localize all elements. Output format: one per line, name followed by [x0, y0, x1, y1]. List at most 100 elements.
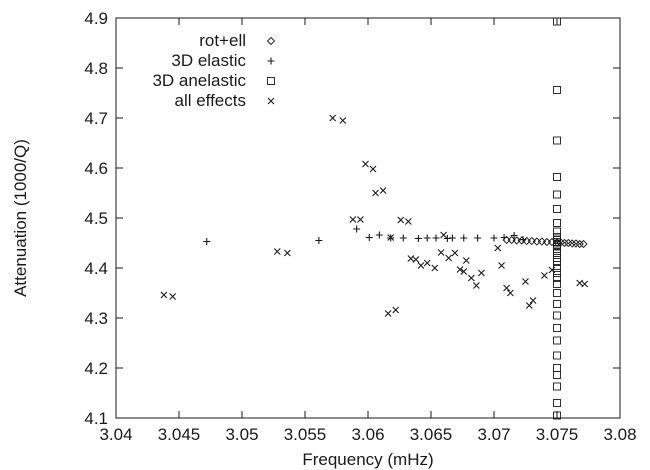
series-square [553, 17, 561, 420]
data-point-cross [397, 216, 405, 224]
data-point-cross [548, 266, 556, 274]
data-point-plus [474, 234, 482, 242]
data-point-cross [456, 266, 464, 273]
data-point-diamond [537, 237, 547, 246]
data-point-square [553, 173, 561, 181]
data-point-cross [329, 114, 337, 122]
y-axis-title: Attenuation (1000/Q) [11, 139, 30, 297]
data-point-cross [407, 255, 415, 262]
data-point-square [553, 371, 561, 379]
data-point-square [553, 364, 561, 372]
data-point-cross [503, 284, 510, 292]
data-point-square [553, 227, 561, 236]
data-point-cross [478, 269, 485, 277]
data-point-plus [490, 234, 498, 242]
data-point-cross [339, 117, 347, 124]
y-tick-labels: 4.1 4.2 4.3 4.4 4.5 4.6 4.7 4.8 4.9 [84, 9, 108, 428]
data-point-square [553, 324, 561, 332]
data-point-cross [412, 256, 420, 263]
data-point-cross [379, 187, 387, 194]
data-point-cross [431, 264, 439, 272]
series-cross [160, 114, 589, 317]
data-point-cross [460, 268, 468, 275]
x-tick-label: 3.075 [536, 425, 579, 444]
data-point-cross [387, 234, 395, 241]
legend-label: 3D anelastic [152, 71, 246, 90]
data-point-cross [498, 262, 505, 269]
data-point-square [553, 249, 561, 257]
data-point-cross [467, 274, 475, 282]
legend-marker-diamond [266, 36, 276, 46]
data-point-plus [399, 234, 407, 242]
data-point-plus [500, 234, 508, 241]
data-point-diamond [575, 239, 584, 249]
data-point-square [553, 269, 561, 277]
data-point-square [553, 399, 561, 407]
x-tick-label: 3.04 [99, 425, 132, 444]
data-point-cross [581, 280, 589, 288]
data-point-square [553, 351, 561, 360]
data-point-diamond [579, 239, 588, 249]
data-point-plus [315, 237, 323, 244]
data-point-square [553, 336, 561, 345]
legend-marker-square [267, 77, 275, 85]
data-point-square [553, 17, 561, 26]
data-point-cross [417, 262, 425, 269]
data-point-cross [169, 293, 177, 300]
data-point-plus [448, 234, 456, 242]
data-point-diamond [567, 239, 577, 248]
legend-label: all effects [174, 91, 246, 110]
x-tick-label: 3.065 [410, 425, 453, 444]
x-tick-labels: 3.04 3.045 3.05 3.055 3.06 3.065 3.07 3.075 3.08 [99, 425, 636, 444]
data-point-square [553, 280, 561, 288]
y-tick-label: 4.8 [84, 59, 108, 78]
data-point-cross [451, 249, 459, 257]
data-point-cross [525, 302, 533, 309]
data-point-cross [440, 231, 447, 239]
data-point-plus [510, 232, 518, 239]
data-point-cross [541, 272, 548, 279]
data-point-cross [529, 297, 537, 304]
data-point-diamond [560, 238, 569, 248]
legend-marker-plus [267, 57, 275, 65]
data-point-square [553, 254, 561, 262]
data-point-plus [460, 234, 468, 242]
x-tick-label: 3.05 [225, 425, 258, 444]
data-point-cross [349, 216, 357, 223]
data-point-square [553, 300, 561, 308]
y-tick-label: 4.4 [84, 259, 108, 278]
data-point-plus [365, 234, 373, 241]
legend-label: rot+ell [199, 31, 246, 50]
y-tick-label: 4.7 [84, 109, 108, 128]
data-point-square [553, 274, 561, 282]
data-point-square [553, 411, 561, 420]
data-point-plus [423, 234, 431, 242]
data-point-cross [472, 282, 480, 289]
data-point-cross [362, 160, 369, 168]
data-point-plus [375, 231, 383, 239]
data-point-square [553, 258, 561, 266]
x-tick-label: 3.06 [351, 425, 384, 444]
data-point-cross [369, 165, 377, 173]
data-point-cross [283, 249, 291, 257]
data-point-cross [372, 189, 379, 197]
data-point-cross [423, 259, 431, 267]
x-axis-title: Frequency (mHz) [302, 450, 433, 469]
y-tick-label: 4.9 [84, 9, 108, 28]
data-point-cross [522, 278, 529, 285]
data-point-plus [203, 238, 211, 245]
legend-label: 3D elastic [171, 51, 246, 70]
data-point-square [553, 136, 561, 145]
data-point-cross [357, 216, 364, 223]
data-point-cross [506, 289, 514, 297]
data-point-cross [273, 248, 281, 255]
data-point-square [553, 382, 561, 391]
data-point-diamond [527, 236, 536, 246]
data-point-square [553, 86, 561, 94]
data-point-plus [414, 235, 422, 242]
data-point-cross [392, 306, 400, 314]
data-point-cross [576, 279, 584, 287]
y-tick-label: 4.5 [84, 209, 108, 228]
data-point-cross [494, 244, 502, 252]
